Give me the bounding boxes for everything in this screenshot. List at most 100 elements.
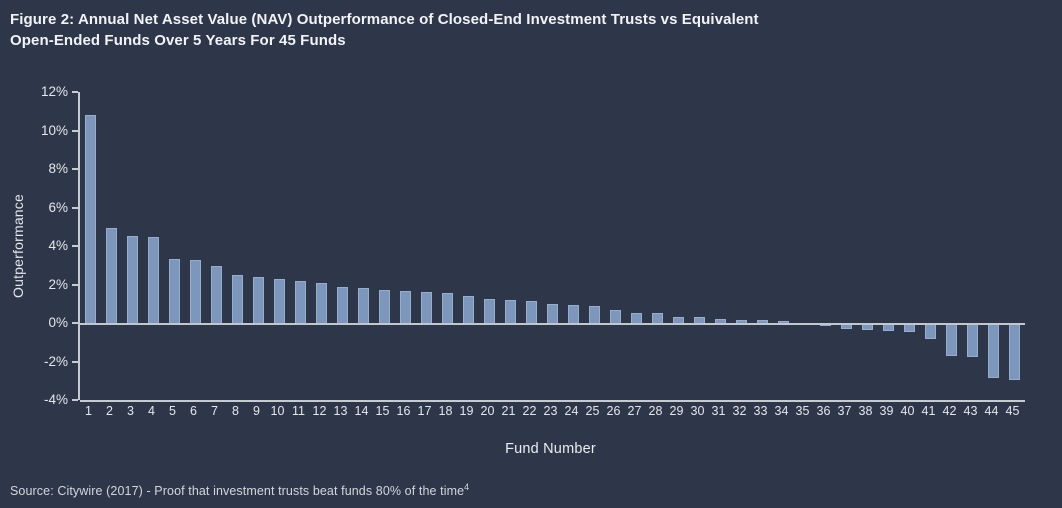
source-superscript: 4 [464,482,470,492]
bar-fund-24 [568,304,579,325]
bar-fund-44 [988,323,999,378]
y-axis-title: Outperformance [10,194,26,298]
figure-title-line2: Open-Ended Funds Over 5 Years For 45 Fun… [10,32,346,49]
x-tick-label: 43 [963,404,978,418]
zero-baseline [80,323,1025,325]
bar-fund-7 [211,266,222,325]
x-tick-label: 25 [585,404,600,418]
bar-fund-20 [484,299,495,325]
x-tick-label: 13 [333,404,348,418]
x-tick-label: 31 [711,404,726,418]
bar-fund-6 [190,259,201,325]
x-tick-label: 28 [648,404,663,418]
x-tick-label: 34 [774,404,789,418]
bar-fund-19 [463,296,474,325]
x-tick-label: 10 [270,404,285,418]
bar-fund-9 [253,276,264,325]
y-tick-label: 4% [48,238,68,253]
x-axis-tick-labels: 1 2 3 4 5 6 7 8 9 10 11 12 13 14 15 16 17 18 19 20 21 22 23 24 2… [78,404,1023,421]
bar-fund-14 [358,288,369,325]
source-note: Source: Citywire (2017) - Proof that inv… [10,482,469,498]
bar-fund-15 [379,290,390,325]
y-tick-label: 8% [48,161,68,176]
y-tick-label: 6% [48,199,68,215]
x-tick-label: 35 [795,404,810,418]
x-tick-label: 42 [942,404,957,418]
bar-fund-1 [85,115,96,325]
x-tick-label: 14 [354,404,369,418]
bar-fund-10 [274,278,285,325]
bar-fund-23 [547,303,558,325]
bar-fund-42 [946,323,957,356]
x-tick-label: 39 [879,404,894,418]
x-tick-label: 21 [501,404,516,418]
y-tick-mark [72,283,78,286]
x-tick-label: 18 [438,404,453,418]
y-tick-mark [72,399,78,401]
bar-fund-13 [337,286,348,325]
x-tick-label: 33 [753,404,768,418]
x-tick-label: 26 [606,404,621,418]
x-tick-label: 45 [1005,404,1020,418]
bar-fund-2 [106,227,117,325]
x-tick-label: 30 [690,404,705,418]
x-tick-label: 40 [900,404,915,418]
x-tick-label: 17 [417,404,432,418]
y-tick-label: -4% [43,392,68,407]
bar-fund-3 [127,236,138,325]
x-tick-label: 44 [984,404,999,418]
bar-fund-17 [421,292,432,325]
x-tick-label: 41 [921,404,936,418]
y-tick-label: 2% [48,276,68,292]
bar-fund-11 [295,280,306,325]
bar-fund-16 [400,291,411,325]
x-axis-title: Fund Number [505,441,596,457]
x-tick-label: 16 [396,404,411,418]
plot-area [72,91,1025,402]
figure-title-line1: Figure 2: Annual Net Asset Value (NAV) O… [10,11,759,28]
bar-fund-43 [967,323,978,357]
y-tick-mark [72,360,78,363]
x-axis-line [80,400,1025,402]
x-tick-label: 4 [148,404,155,418]
x-tick-label: 36 [816,404,831,418]
x-tick-label: 27 [627,404,642,418]
x-tick-label: 8 [232,404,239,418]
bar-fund-18 [442,293,453,325]
bar-fund-4 [148,237,159,325]
y-tick-label: 10% [40,122,68,138]
bar-fund-8 [232,274,243,325]
bar-fund-22 [526,300,537,325]
x-tick-label: 32 [732,404,747,418]
x-tick-label: 3 [127,404,134,418]
source-text: Source: Citywire (2017) - Proof that inv… [10,484,465,499]
bar-fund-5 [169,258,180,325]
x-tick-label: 29 [669,404,684,418]
x-tick-label: 19 [459,404,474,418]
bar-fund-45 [1009,323,1020,380]
y-tick-mark [72,168,78,170]
x-tick-label: 5 [169,404,176,418]
bar-fund-12 [316,282,327,325]
bar-fund-41 [925,323,936,340]
y-tick-label: 12% [40,84,68,99]
x-tick-label: 12 [312,404,327,418]
x-tick-label: 6 [190,404,197,418]
y-tick-mark [72,206,78,209]
x-tick-label: 20 [480,404,495,418]
x-tick-label: 2 [106,404,113,418]
x-tick-label: 22 [522,404,537,418]
x-tick-label: 38 [858,404,873,418]
x-tick-label: 1 [85,404,92,418]
x-tick-label: 7 [211,404,218,418]
x-tick-label: 9 [253,404,260,418]
y-axis-tick-labels: 12% 10% 8% 6% 4% 2% 0% -2% -4% [0,84,68,407]
x-tick-label: 23 [543,404,558,418]
bar-fund-21 [505,299,516,325]
y-tick-label: 0% [48,315,68,330]
x-tick-label: 11 [292,404,305,418]
y-tick-label: -2% [43,353,68,369]
y-tick-mark [72,322,78,324]
y-tick-mark [72,245,78,247]
